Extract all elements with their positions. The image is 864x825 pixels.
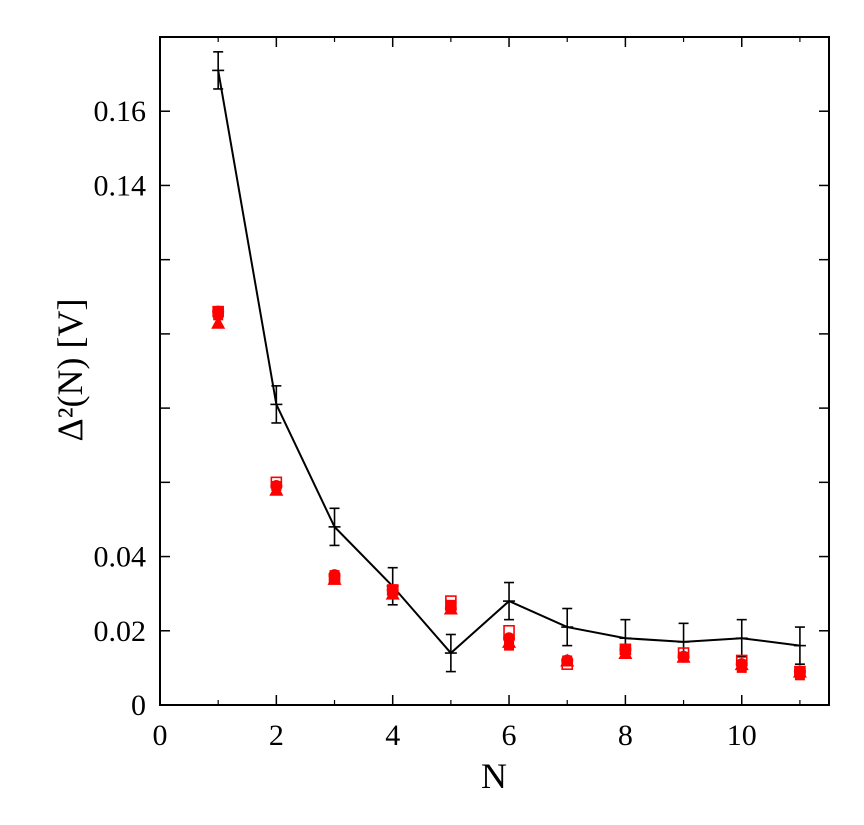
filled-square-marker: [562, 655, 573, 666]
x-axis-label: N: [481, 756, 507, 796]
filled-square-marker: [504, 640, 515, 651]
filled-square-marker: [736, 662, 747, 673]
x-tick-label: 0: [153, 719, 168, 752]
open-square-marker: [503, 624, 515, 637]
y-axis-label: Δ²(N) [V]: [50, 299, 90, 442]
y-tick-label: 0.16: [94, 95, 147, 128]
filled-square-marker: [387, 584, 398, 595]
y-tick-label: 0.04: [94, 541, 147, 574]
filled-square-marker: [620, 644, 631, 655]
x-tick-label: 10: [727, 719, 757, 752]
x-tick-label: 2: [269, 719, 284, 752]
y-tick-label: 0.14: [94, 169, 147, 202]
y-tick-label: 0.02: [94, 615, 147, 648]
y-tick-label: 0: [131, 689, 146, 722]
filled-square-marker: [794, 670, 805, 681]
x-tick-label: 8: [618, 719, 633, 752]
filled-square-marker: [271, 481, 282, 492]
filled-square-marker: [329, 570, 340, 581]
triangle-marker: [211, 315, 226, 329]
filled-square-marker: [678, 651, 689, 662]
filled-square-marker: [445, 599, 456, 610]
series-line: [217, 70, 801, 655]
filled-square-marker: [213, 310, 224, 321]
plot-frame: [159, 36, 830, 706]
x-tick-label: 4: [385, 719, 400, 752]
x-tick-label: 6: [502, 719, 517, 752]
